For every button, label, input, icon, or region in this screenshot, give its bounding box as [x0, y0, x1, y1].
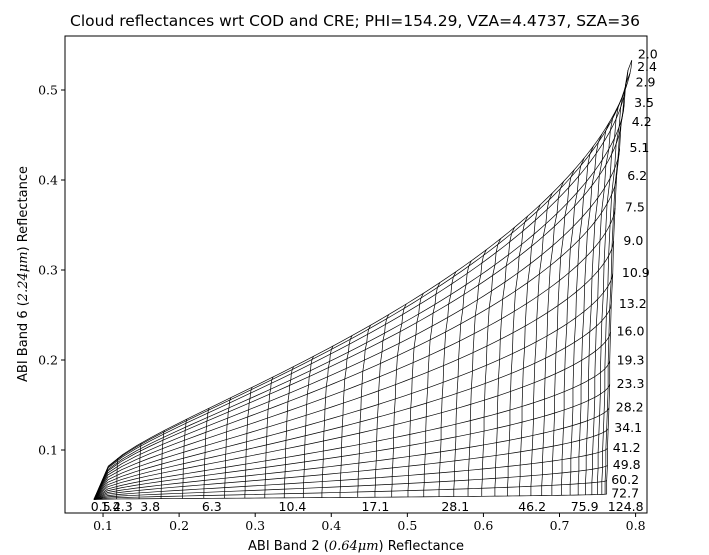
y-tick-label: 0.4 — [38, 173, 58, 188]
x-tick-label: 0.6 — [473, 518, 493, 533]
x-axis-label-math: 0.64μm — [329, 539, 379, 554]
cre-label: 23.3 — [617, 376, 645, 391]
cod-curve — [203, 408, 210, 499]
cod-label: 28.1 — [441, 499, 469, 514]
cod-label: 75.9 — [571, 499, 599, 514]
cod-curve — [591, 109, 617, 495]
x-tick-label: 0.1 — [93, 518, 113, 533]
cod-curve — [357, 324, 371, 498]
y-axis-label-suffix: ) Reflectance — [16, 166, 31, 251]
chart-title: Cloud reflectances wrt COD and CRE; PHI=… — [70, 12, 640, 30]
cod-curve — [391, 303, 407, 498]
cod-curve — [264, 376, 274, 498]
cod-curve — [224, 397, 232, 499]
cod-label: 1.4 — [101, 499, 121, 514]
cod-curve — [494, 227, 515, 497]
cre-label: 10.9 — [622, 265, 650, 280]
x-axis-label-prefix: ABI Band 2 ( — [248, 539, 329, 554]
y-axis-label: ABI Band 6 (2.24μm) Reflectance — [16, 166, 31, 382]
cod-curve — [283, 366, 294, 498]
cod-label: 0.5 — [91, 499, 111, 514]
axis-ticks: 0.1 0.2 0.3 0.4 0.5 0.6 0.7 0.8 0.1 0.2 0.3 0.4 0.5 — [38, 83, 645, 534]
cre-label: 41.2 — [613, 440, 641, 455]
cre-label: 60.2 — [611, 472, 639, 487]
cre-label: 16.0 — [617, 324, 645, 339]
cod-curve — [339, 335, 353, 498]
y-axis-label-prefix: ABI Band 6 ( — [16, 301, 31, 382]
cod-label: 6.3 — [202, 499, 222, 514]
cod-curve — [507, 215, 529, 497]
cod-curve — [138, 442, 142, 499]
cod-curve — [597, 97, 623, 495]
cre-label: 2.9 — [636, 74, 656, 89]
cre-label: 6.2 — [627, 168, 647, 183]
cod-curve — [519, 204, 541, 496]
cre-label: 34.1 — [614, 420, 642, 435]
cod-curve — [541, 181, 564, 496]
cre-label: 28.2 — [616, 399, 644, 414]
cod-curve — [244, 387, 253, 499]
x-tick-label: 0.7 — [550, 518, 570, 533]
cod-curve — [321, 345, 334, 498]
y-tick-label: 0.1 — [38, 443, 58, 458]
cod-label: 2.3 — [113, 499, 133, 514]
y-axis-label-math: 2.24μm — [16, 251, 31, 302]
cod-curve — [585, 121, 610, 495]
cre-label: 7.5 — [625, 200, 645, 215]
cod-curve — [160, 430, 165, 499]
cre-label: 72.7 — [611, 486, 639, 501]
x-tick-label: 0.8 — [626, 518, 646, 533]
y-tick-label: 0.3 — [38, 263, 58, 278]
cod-curve — [453, 260, 472, 497]
cre-label: 9.0 — [623, 233, 643, 248]
y-tick-label: 0.5 — [38, 83, 58, 98]
plot-frame — [64, 35, 648, 514]
cod-curve — [606, 60, 633, 495]
cod-label: 46.2 — [518, 499, 546, 514]
x-tick-label: 0.2 — [169, 518, 189, 533]
cod-curve — [407, 293, 424, 497]
cod-label: 10.4 — [279, 499, 307, 514]
cre-label: 2.0 — [638, 47, 658, 62]
cod-curve — [374, 314, 390, 498]
x-tick-label: 0.5 — [397, 518, 417, 533]
cod-curve — [481, 238, 502, 497]
cod-curve — [601, 85, 628, 495]
cod-label: 3.8 — [140, 499, 160, 514]
cod-curve — [561, 157, 585, 496]
cre-label: 49.8 — [613, 457, 641, 472]
reflectance-grid — [93, 60, 633, 500]
cod-curve — [577, 133, 603, 496]
x-axis-label: ABI Band 2 (0.64μm) Reflectance — [248, 539, 464, 554]
cod-curve — [530, 192, 553, 496]
cod-label: 17.1 — [361, 499, 389, 514]
cod-label: 124.8 — [608, 499, 644, 514]
cod-curve — [551, 169, 575, 496]
cod-curve — [569, 145, 594, 496]
cod-curve — [116, 458, 119, 499]
cod-curve — [438, 271, 457, 497]
cre-label: 4.2 — [632, 114, 652, 129]
cre-label: 19.3 — [617, 353, 645, 368]
cre-label: 5.1 — [630, 140, 650, 155]
y-tick-label: 0.2 — [38, 353, 58, 368]
cod-curve — [302, 356, 314, 498]
cre-label: 3.5 — [634, 95, 654, 110]
x-axis-label-suffix: ) Reflectance — [379, 539, 464, 554]
x-tick-label: 0.4 — [321, 518, 341, 533]
cod-curve — [182, 418, 188, 499]
cre-label: 13.2 — [619, 296, 647, 311]
x-tick-label: 0.3 — [245, 518, 265, 533]
cod-curve — [423, 282, 441, 497]
cod-curve — [467, 249, 487, 497]
